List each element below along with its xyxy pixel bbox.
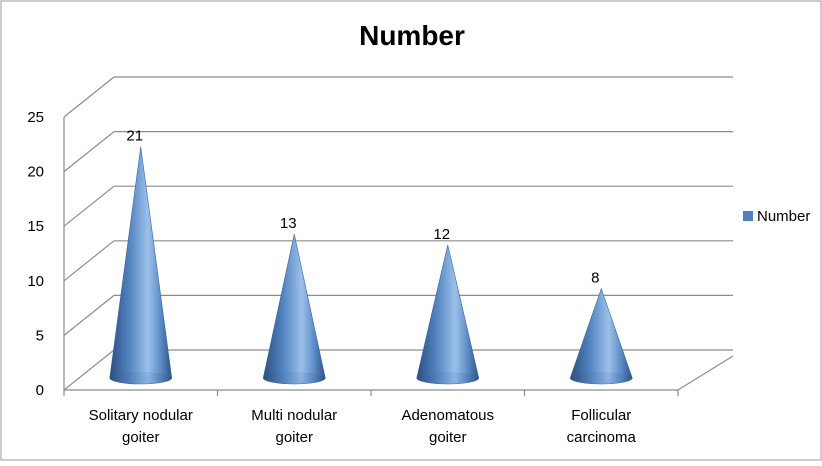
gridline-diagonal [63,294,115,336]
cone-bar: 21 [109,128,173,385]
floor-side-edge [677,355,734,391]
gridline-diagonal [63,131,115,173]
x-category-label: Multi nodular goiter [251,407,337,446]
x-category-label: Solitary nodular goiter [89,407,193,446]
chart-title: Number [359,20,465,51]
y-tick-label: 25 [27,109,44,126]
gridline-diagonal [63,76,115,118]
y-tick-label: 15 [27,218,44,235]
cone-bar: 12 [416,226,480,385]
legend: Number [743,208,810,225]
plot-area: 21 13 12 8 [109,128,633,385]
cone-base [416,372,479,384]
x-category-label: Follicular carcinoma [567,407,637,446]
y-tick-label: 0 [36,382,44,399]
y-tick-label: 10 [27,273,44,290]
x-category-label: Adenomatous goiter [401,407,494,446]
y-tick-label: 5 [36,327,44,344]
legend-swatch [743,211,753,221]
cone-base [263,372,326,384]
y-tick-label: 20 [27,164,44,181]
cone-bar: 13 [262,215,326,385]
data-label: 13 [280,215,297,232]
gridline-diagonal [63,349,115,391]
y-axis: 0 5 10 15 20 25 [27,109,44,399]
legend-label: Number [757,208,810,225]
grid [63,76,734,396]
cone-base [570,372,633,384]
gridline-diagonal [63,240,115,282]
cone-bar: 8 [569,270,633,385]
cone-base [109,372,172,384]
x-axis: Solitary nodular goiter Multi nodular goite… [89,407,637,446]
gridline-diagonal [63,185,115,227]
data-label: 21 [126,128,143,145]
data-label: 12 [433,226,450,243]
data-label: 8 [591,270,599,287]
